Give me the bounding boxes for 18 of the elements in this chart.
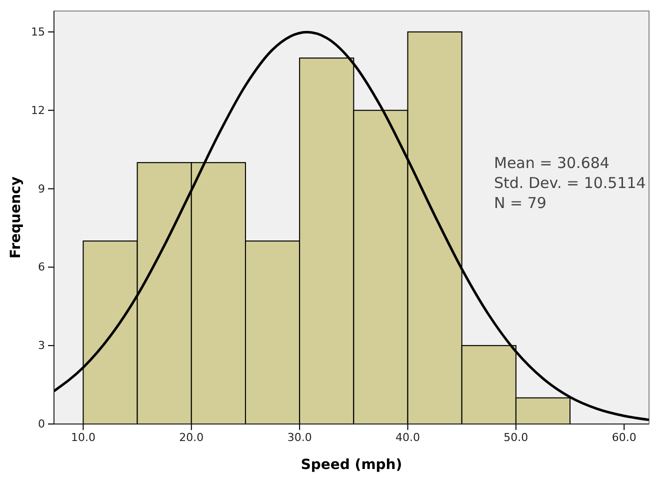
annotation: Mean = 30.684 <box>494 154 610 172</box>
line-series <box>52 30 650 422</box>
x-axis-title: Speed (mph) <box>300 457 402 473</box>
annotation: N = 79 <box>494 194 546 212</box>
x-tick-label: 50.0 <box>504 430 528 444</box>
y-tick-label: 15 <box>31 25 45 38</box>
y-axis-title: Frequency <box>8 176 24 258</box>
x-tick-label: 20.0 <box>179 430 204 444</box>
x-tick-label: 10.0 <box>70 430 96 444</box>
y-tick-label: 9 <box>38 182 45 196</box>
annotation: Std. Dev. = 10.5114 <box>494 174 646 192</box>
y-tick-label: 12 <box>31 104 45 117</box>
x-tick-label: 30.0 <box>287 430 312 444</box>
y-tick-label: 6 <box>38 260 45 274</box>
y-tick-label: 0 <box>38 418 45 431</box>
y-tick-label: 3 <box>38 339 45 352</box>
x-tick-label: 60.0 <box>612 430 636 444</box>
x-tick-label: 40.0 <box>396 430 420 444</box>
